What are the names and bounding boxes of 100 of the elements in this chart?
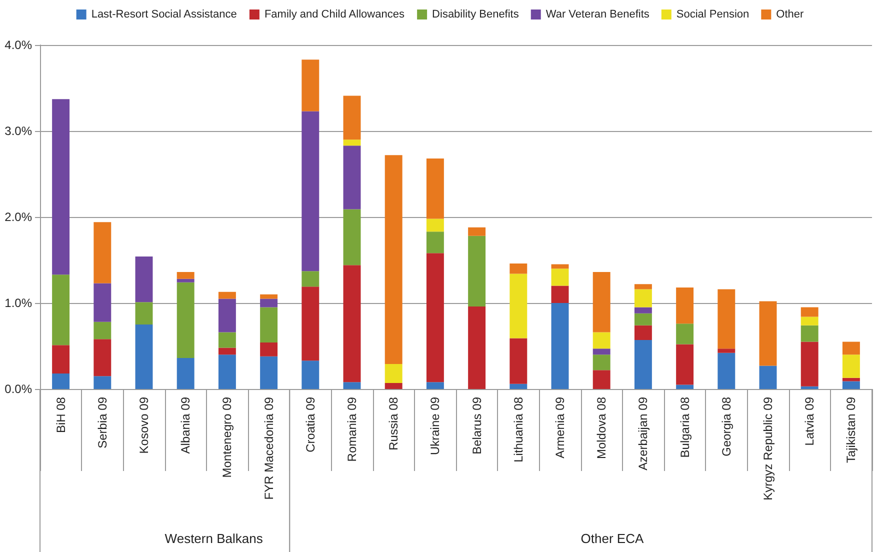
bar: [634, 307, 652, 314]
bar: [510, 384, 528, 389]
x-tick-label: Moldova 08: [594, 396, 609, 460]
text: Western Balkans: [164, 531, 264, 546]
x-tick-label: Kosovo 09: [137, 396, 151, 454]
bar: [800, 386, 818, 389]
legend-label: Last-Resort Social Assistance: [91, 8, 237, 20]
bar: [800, 325, 818, 342]
bar: [260, 298, 278, 308]
bar: [52, 274, 70, 346]
x-tick-label: Azerbaijan 09: [636, 396, 650, 470]
x-tick-label: Tajikistan 09: [844, 396, 858, 464]
bar: [94, 322, 112, 340]
bar: [426, 253, 444, 382]
x-tick-label: Kyrgyz Republic 09: [761, 396, 775, 500]
legend-label: Disability Benefits: [432, 8, 520, 20]
legend-label: Social Pension: [676, 8, 750, 20]
bar: [302, 111, 320, 272]
bar: [468, 236, 486, 306]
x-tick-label: Romania 09: [345, 396, 359, 462]
bar: [260, 356, 278, 389]
x-tick-label: Russia 08: [386, 396, 401, 450]
bar: [634, 289, 652, 308]
y-tick-label: 2.0%: [4, 210, 32, 224]
bar: [676, 384, 694, 389]
bar: [842, 342, 860, 355]
y-tick-label: 0.0%: [4, 382, 32, 396]
bar: [135, 256, 153, 302]
bar: [218, 292, 236, 299]
bar: [426, 232, 444, 254]
bar: [426, 218, 444, 232]
bar: [426, 158, 444, 219]
bar: [551, 303, 569, 389]
bar: [592, 348, 610, 355]
x-tick-label: Serbia 09: [95, 396, 110, 448]
bar: [634, 313, 652, 326]
bar: [718, 352, 736, 389]
x-tick-label: Latvia 09: [802, 396, 817, 446]
bar: [842, 381, 860, 389]
bar: [135, 324, 153, 389]
bar: [343, 146, 361, 210]
bar: [384, 382, 402, 389]
bar: [551, 286, 569, 303]
bar: [510, 263, 528, 274]
x-tick-label: Montenegro 09: [220, 396, 234, 478]
bar: [426, 382, 444, 389]
bar: [260, 294, 278, 299]
legend-label: War Veteran Benefits: [546, 8, 650, 20]
bar: [800, 307, 818, 317]
bar: [94, 222, 112, 284]
bar: [343, 140, 361, 146]
bar: [718, 348, 736, 353]
bar: [551, 264, 569, 269]
bar: [592, 354, 610, 370]
bar: [718, 289, 736, 349]
bar: [759, 366, 777, 389]
bar: [52, 99, 70, 275]
bar: [218, 332, 236, 348]
legend-label: Other: [776, 8, 804, 20]
bar: [176, 272, 194, 279]
bar: [260, 307, 278, 343]
bar: [384, 364, 402, 383]
bar: [800, 342, 818, 386]
bar: [260, 342, 278, 356]
bar: [842, 354, 860, 378]
bar: [510, 274, 528, 338]
bar: [176, 278, 194, 282]
x-tick-label: Ukraine 09: [428, 396, 442, 456]
bar: [176, 282, 194, 358]
bar: [800, 316, 818, 326]
bar: [676, 344, 694, 385]
bar: [676, 288, 694, 324]
bar: [759, 301, 777, 366]
bar: [343, 265, 361, 382]
text: Other ECA: [580, 531, 644, 546]
bar: [302, 60, 320, 112]
bar: [592, 370, 610, 389]
bar: [94, 376, 112, 389]
y-tick-label: 4.0%: [4, 38, 32, 52]
x-tick-label: Albania 09: [178, 396, 193, 454]
bar: [468, 306, 486, 389]
bar: [218, 298, 236, 332]
x-tick-label: Croatia 09: [303, 396, 318, 452]
bar: [551, 268, 569, 286]
bar: [592, 332, 610, 349]
bar: [634, 325, 652, 340]
bar: [468, 227, 486, 236]
bar: [94, 339, 112, 376]
x-tick-label: Bulgaria 08: [678, 396, 692, 458]
y-tick-label: 1.0%: [4, 296, 32, 310]
bar: [384, 155, 402, 364]
bar: [343, 382, 361, 389]
legend-label: Family and Child Allowances: [264, 8, 405, 20]
bar: [510, 338, 528, 384]
bar: [592, 272, 610, 332]
bar: [176, 358, 194, 389]
bar: [135, 302, 153, 324]
bar: [842, 378, 860, 382]
bar: [634, 284, 652, 290]
bar: [343, 96, 361, 140]
